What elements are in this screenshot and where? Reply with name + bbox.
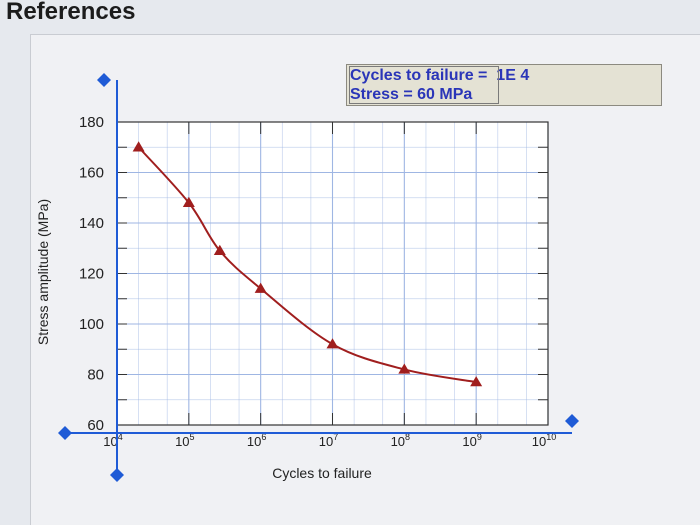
y-axis: 60 80 100 120 140 160 180	[79, 114, 104, 434]
data-series	[132, 141, 483, 387]
y-axis-title: Stress amplitude (MPa)	[35, 199, 51, 345]
readout-box: Cycles to failure = 1E 4 Stress = 60 MPa	[346, 64, 662, 106]
x-tick-label: 1010	[532, 432, 556, 449]
page-heading: References	[6, 0, 136, 25]
y-tick-label: 160	[79, 165, 104, 182]
y-tick-label: 180	[79, 114, 104, 131]
x-axis: 104 105 106 107 108 109 1010	[103, 432, 556, 449]
readout-cycles-line: Cycles to failure = 1E 4	[350, 67, 530, 84]
stress-handle-right-diamond[interactable]	[565, 414, 579, 428]
x-handle-bottom-diamond[interactable]	[110, 468, 124, 482]
data-point-marker[interactable]	[182, 196, 195, 207]
x-tick-label: 105	[175, 432, 194, 449]
x-tick-label: 108	[391, 432, 410, 449]
data-point-marker[interactable]	[470, 376, 483, 387]
readout-stress-value: 60 MPa	[417, 86, 473, 103]
readout-stress-label: Stress	[350, 86, 399, 103]
readout-frame	[349, 66, 499, 104]
x-tick-label: 106	[247, 432, 266, 449]
x-tick-label: 107	[319, 432, 338, 449]
x-axis-title: Cycles to failure	[272, 465, 372, 481]
readout-cycles-label: Cycles to failure	[350, 67, 474, 84]
data-point-marker[interactable]	[254, 282, 267, 293]
y-tick-label: 60	[87, 417, 104, 434]
readout-stress-line: Stress = 60 MPa	[350, 86, 473, 103]
y-tick-label: 100	[79, 316, 104, 333]
inner-ticks	[116, 121, 549, 426]
x-tick-label: 104	[103, 432, 122, 449]
data-point-marker[interactable]	[398, 363, 411, 374]
data-point-marker[interactable]	[213, 244, 226, 255]
x-tick-label: 109	[462, 432, 481, 449]
readout-cycles-value: 1E 4	[496, 67, 530, 84]
data-point-marker[interactable]	[132, 141, 145, 152]
stress-handle-left-diamond[interactable]	[58, 426, 72, 440]
crosshair-handles	[58, 73, 579, 482]
y-handle-top-diamond[interactable]	[97, 73, 111, 87]
y-tick-label: 80	[87, 367, 104, 384]
y-tick-label: 140	[79, 215, 104, 232]
y-tick-label: 120	[79, 266, 104, 283]
data-point-marker[interactable]	[326, 338, 339, 349]
